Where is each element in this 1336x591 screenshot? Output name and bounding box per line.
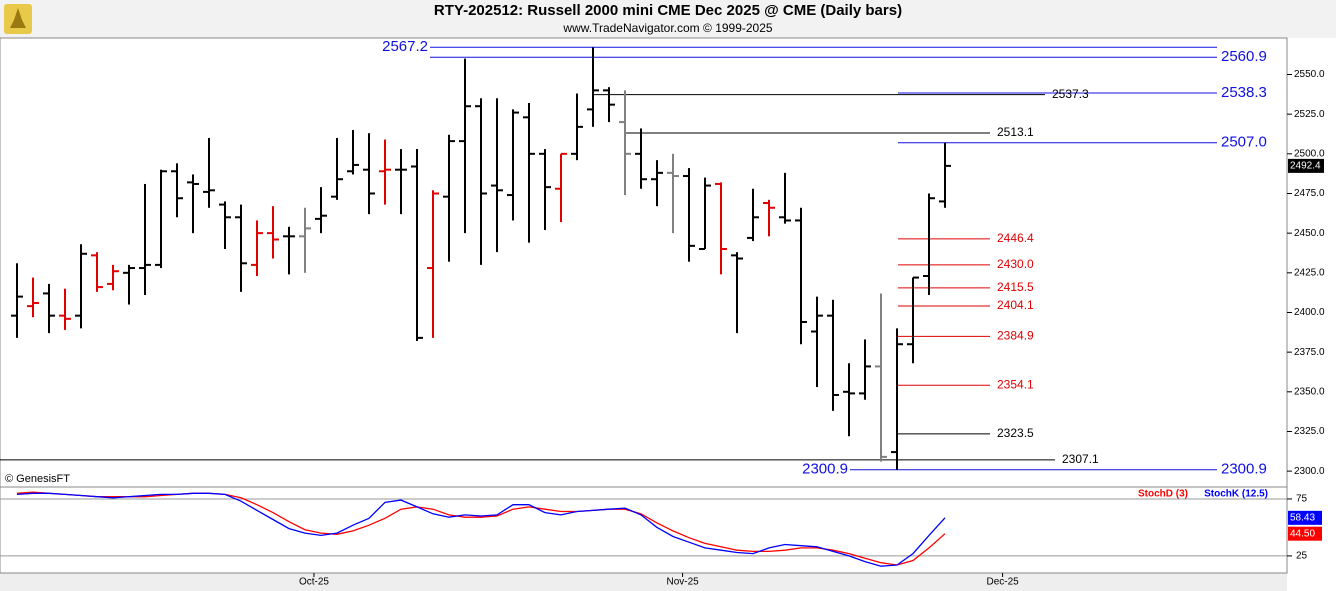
x-tick-label: Dec-25: [986, 577, 1019, 588]
y-tick-label: 2550.0: [1294, 69, 1325, 80]
y-tick-label: 2475.0: [1294, 188, 1325, 199]
x-tick-label: Nov-25: [666, 577, 699, 588]
y-tick-label: 2450.0: [1294, 228, 1325, 239]
level-label: 2307.1: [1062, 452, 1099, 466]
plot-frame: [0, 37, 1288, 574]
stoch-line: [16, 492, 946, 567]
level-label: 2560.9: [1221, 48, 1267, 65]
y-tick-label: 75: [1296, 494, 1308, 505]
level-label: 2430.0: [997, 257, 1034, 271]
level-label: 2537.3: [1052, 87, 1089, 101]
level-label: 2354.1: [997, 377, 1034, 391]
legend-entry: StochD (3): [1138, 489, 1188, 500]
logo: [4, 4, 32, 34]
level-label: 2300.9: [802, 461, 848, 478]
level-label: 2567.2: [382, 38, 428, 55]
y-tick-label: 2375.0: [1294, 347, 1325, 358]
legend-entry: StochK (12.5): [1204, 489, 1268, 500]
last-price-box: [1288, 158, 1324, 173]
watermark: © GenesisFT: [5, 473, 70, 485]
last-value-label: 58.43: [1290, 512, 1315, 523]
date-axis-band: [0, 573, 1287, 591]
y-tick-label: 25: [1296, 551, 1308, 562]
level-label: 2300.9: [1221, 461, 1267, 478]
x-tick-label: Oct-25: [299, 577, 329, 588]
y-tick-label: 2500.0: [1294, 148, 1325, 159]
last-value-label: 44.50: [1290, 528, 1315, 539]
level-label: 2538.3: [1221, 84, 1267, 101]
chart-title: RTY-202512: Russell 2000 mini CME Dec 20…: [434, 2, 902, 19]
last-value-box: [1288, 526, 1322, 541]
level-label: 2446.4: [997, 231, 1034, 245]
y-tick-label: 2400.0: [1294, 307, 1325, 318]
y-tick-label: 2525.0: [1294, 109, 1325, 120]
level-label: 2415.5: [997, 280, 1034, 294]
level-label: 2513.1: [997, 125, 1034, 139]
last-price-label: 2492.4: [1290, 161, 1321, 172]
header-band: [0, 0, 1336, 38]
y-tick-label: 2325.0: [1294, 426, 1325, 437]
y-tick-label: 2425.0: [1294, 267, 1325, 278]
level-label: 2384.9: [997, 329, 1034, 343]
last-value-box: [1288, 510, 1322, 525]
level-label: 2404.1: [997, 298, 1034, 312]
level-label: 2507.0: [1221, 134, 1267, 151]
level-label: 2323.5: [997, 426, 1034, 440]
y-tick-label: 2300.0: [1294, 466, 1325, 477]
chart-subtitle: www.TradeNavigator.com © 1999-2025: [562, 21, 772, 35]
y-tick-label: 2350.0: [1294, 386, 1325, 397]
